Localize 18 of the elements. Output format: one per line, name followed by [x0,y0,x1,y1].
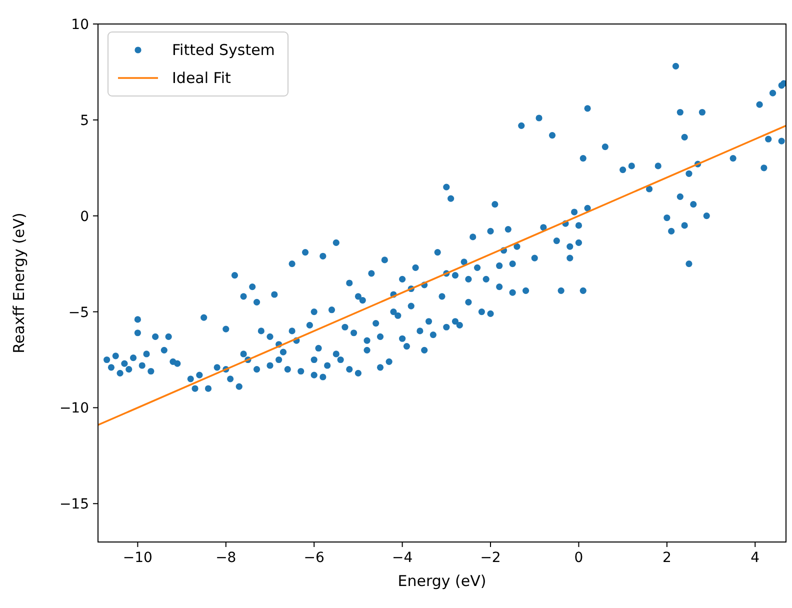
x-axis-title: Energy (eV) [398,572,486,590]
x-tick-label: −10 [122,550,152,566]
y-axis-title: Reaxff Energy (eV) [10,212,28,354]
legend-label: Fitted System [172,41,275,59]
x-tick-label: 0 [574,550,584,566]
x-tick-label: −2 [480,550,501,566]
y-tick-label: 10 [71,17,89,33]
y-tick-label: −10 [59,400,89,417]
y-tick-label: −15 [59,496,89,513]
x-tick-label: 2 [662,550,672,566]
y-tick-label: 5 [80,112,89,129]
x-tick-label: −6 [304,550,325,566]
x-tick-label: −4 [392,550,413,566]
x-tick-label: 4 [750,550,760,566]
legend-label: Ideal Fit [172,69,232,87]
y-tick-label: 0 [80,208,89,225]
x-tick-label: −8 [216,550,236,566]
y-tick-label: −5 [68,304,89,321]
